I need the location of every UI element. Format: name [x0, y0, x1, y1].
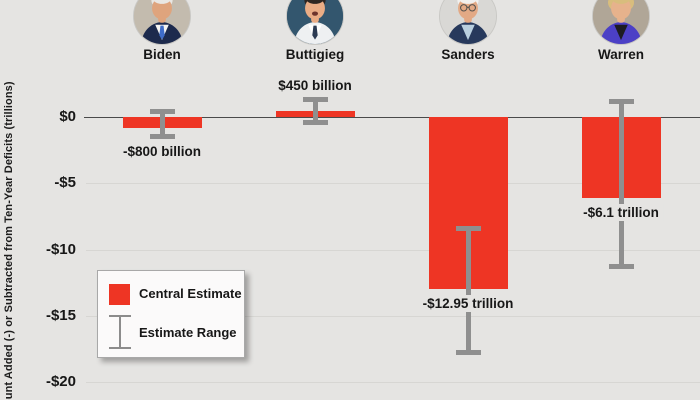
gridline: [86, 382, 700, 383]
central-estimate-value-label: -$800 billion: [118, 143, 206, 161]
legend-central-estimate-swatch: [109, 284, 130, 305]
candidate-photo-sanders: [439, 0, 497, 45]
y-tick-label: -$15: [45, 307, 76, 324]
y-axis-title: Amount Added (-) or Subtracted from Ten-…: [3, 81, 15, 400]
estimate-range-top-cap: [608, 98, 634, 104]
gridline: [86, 250, 700, 251]
estimate-range-bottom-cap: [455, 350, 481, 356]
estimate-range-line: [465, 228, 471, 353]
candidate-name-label: Buttigieg: [285, 47, 345, 62]
estimate-range-top-cap: [149, 108, 175, 114]
candidate-name-label: Biden: [143, 47, 181, 62]
central-estimate-value-label: $450 billion: [274, 77, 356, 95]
legend-estimate-range-label: Estimate Range: [139, 325, 237, 340]
legend-central-estimate-label: Central Estimate: [139, 286, 242, 301]
gridline: [86, 183, 700, 184]
y-tick-label: -$5: [54, 174, 76, 191]
candidate-photo-buttigieg: [286, 0, 344, 45]
y-tick-label: $0: [59, 108, 76, 125]
candidate-photo-biden: [133, 0, 191, 45]
central-estimate-value-label: -$6.1 trillion: [579, 203, 663, 221]
estimate-range-bottom-cap: [608, 264, 634, 270]
y-tick-label: -$20: [45, 373, 76, 390]
candidate-photo-warren: [592, 0, 650, 45]
candidate-name-label: Warren: [597, 47, 645, 62]
estimate-range-top-cap: [302, 97, 328, 103]
estimate-range-line: [159, 111, 165, 137]
gridline: [86, 316, 700, 317]
candidate-name-label: Sanders: [441, 47, 495, 62]
estimate-range-line: [618, 101, 624, 267]
zero-axis-line: [84, 117, 700, 118]
legend: Central Estimate Estimate Range: [97, 270, 245, 358]
central-estimate-value-label: -$12.95 trillion: [418, 294, 518, 312]
estimate-range-line: [312, 99, 318, 123]
estimate-range-top-cap: [455, 225, 481, 231]
estimate-range-bottom-cap: [149, 134, 175, 140]
y-tick-label: -$10: [45, 241, 76, 258]
estimate-range-bottom-cap: [302, 120, 328, 126]
